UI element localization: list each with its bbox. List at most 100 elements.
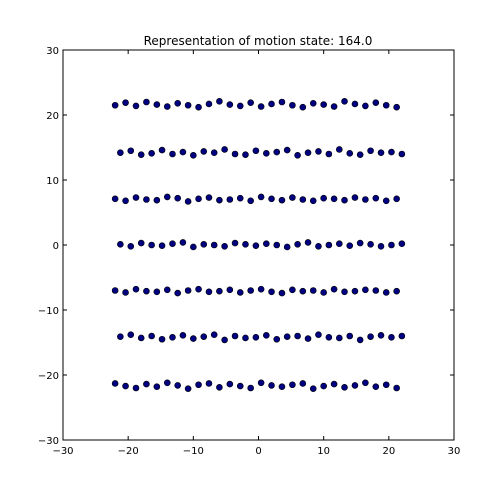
scatter-point xyxy=(221,146,228,153)
y-tick-label: −20 xyxy=(38,371,59,382)
scatter-point xyxy=(179,148,187,156)
scatter-point xyxy=(320,382,327,390)
scatter-point xyxy=(190,152,197,159)
scatter-point xyxy=(184,287,192,294)
scatter-point xyxy=(257,103,265,110)
scatter-point xyxy=(273,148,281,156)
scatter-point xyxy=(393,195,400,203)
scatter-point xyxy=(122,289,129,296)
y-tick-label: 20 xyxy=(46,111,59,122)
scatter-point xyxy=(320,194,327,202)
scatter-point xyxy=(153,101,161,108)
scatter-point xyxy=(263,332,270,339)
scatter-point xyxy=(393,384,400,392)
scatter-point xyxy=(231,150,239,158)
scatter-point xyxy=(268,288,275,296)
scatter-point xyxy=(336,146,343,153)
scatter-point xyxy=(304,239,312,246)
scatter-point xyxy=(382,101,390,109)
scatter-point xyxy=(336,334,343,342)
scatter-point xyxy=(242,151,249,158)
scatter-point xyxy=(356,336,364,344)
scatter-point xyxy=(179,332,187,339)
scatter-point xyxy=(372,194,380,202)
scatter-point xyxy=(137,151,145,158)
scatter-point xyxy=(273,335,281,343)
scatter-point xyxy=(278,383,286,391)
scatter-point xyxy=(398,240,406,247)
scatter-point xyxy=(174,194,181,202)
scatter-point xyxy=(226,101,234,108)
scatter-point xyxy=(169,240,176,247)
scatter-point xyxy=(252,333,260,341)
scatter-point xyxy=(242,334,249,342)
scatter-point xyxy=(117,149,124,156)
scatter-point xyxy=(247,384,254,392)
scatter-point xyxy=(205,194,213,201)
scatter-point xyxy=(132,194,140,201)
scatter-point xyxy=(195,381,202,389)
scatter-point xyxy=(221,336,228,344)
scatter-point xyxy=(257,379,265,387)
scatter-point xyxy=(341,384,348,391)
scatter-point xyxy=(242,241,249,248)
scatter-point xyxy=(111,287,119,294)
scatter-point xyxy=(174,100,181,107)
scatter-point xyxy=(252,147,260,155)
scatter-point xyxy=(122,99,129,106)
scatter-point xyxy=(169,150,176,158)
scatter-point xyxy=(127,147,135,155)
scatter-point xyxy=(382,289,390,296)
scatter-point xyxy=(163,379,171,387)
scatter-point xyxy=(289,381,296,389)
scatter-point xyxy=(190,335,197,342)
scatter-point xyxy=(163,103,171,110)
scatter-point xyxy=(195,285,202,293)
points-layer xyxy=(111,98,406,392)
scatter-point xyxy=(377,149,385,156)
scatter-point xyxy=(382,381,390,389)
scatter-point xyxy=(294,152,301,159)
scatter-point xyxy=(174,382,181,389)
scatter-point xyxy=(148,332,155,340)
y-tick-label: −30 xyxy=(38,436,59,447)
scatter-point xyxy=(367,241,374,248)
scatter-point xyxy=(153,196,161,204)
scatter-point xyxy=(309,385,317,392)
scatter-point xyxy=(111,195,119,203)
scatter-point xyxy=(236,289,244,296)
scatter-point xyxy=(278,98,286,106)
scatter-point xyxy=(268,382,275,389)
scatter-point xyxy=(111,101,119,109)
scatter-point xyxy=(184,385,192,392)
scatter-point xyxy=(346,332,354,340)
scatter-point xyxy=(247,287,254,294)
y-tick-label: 10 xyxy=(46,176,59,187)
scatter-point xyxy=(341,98,348,105)
scatter-point xyxy=(283,243,291,251)
scatter-point xyxy=(263,240,270,247)
scatter-point xyxy=(132,285,140,293)
scatter-point xyxy=(122,197,129,205)
scatter-point xyxy=(163,286,171,294)
y-tick-label: 0 xyxy=(53,241,59,252)
scatter-point xyxy=(158,335,166,343)
scatter-point xyxy=(226,286,234,294)
scatter-point xyxy=(309,197,317,205)
scatter-point xyxy=(299,196,307,203)
scatter-point xyxy=(111,380,119,387)
scatter-point xyxy=(362,286,369,294)
scatter-point xyxy=(252,242,260,249)
x-tick-label: 30 xyxy=(448,446,461,457)
scatter-point xyxy=(153,383,161,391)
scatter-point xyxy=(346,150,354,157)
scatter-point xyxy=(195,195,202,203)
scatter-point xyxy=(174,289,181,297)
scatter-point xyxy=(143,380,150,388)
scatter-point xyxy=(309,100,317,107)
scatter-point xyxy=(127,331,135,339)
scatter-point xyxy=(341,288,348,296)
scatter-point xyxy=(221,243,228,250)
scatter-point xyxy=(289,101,296,109)
